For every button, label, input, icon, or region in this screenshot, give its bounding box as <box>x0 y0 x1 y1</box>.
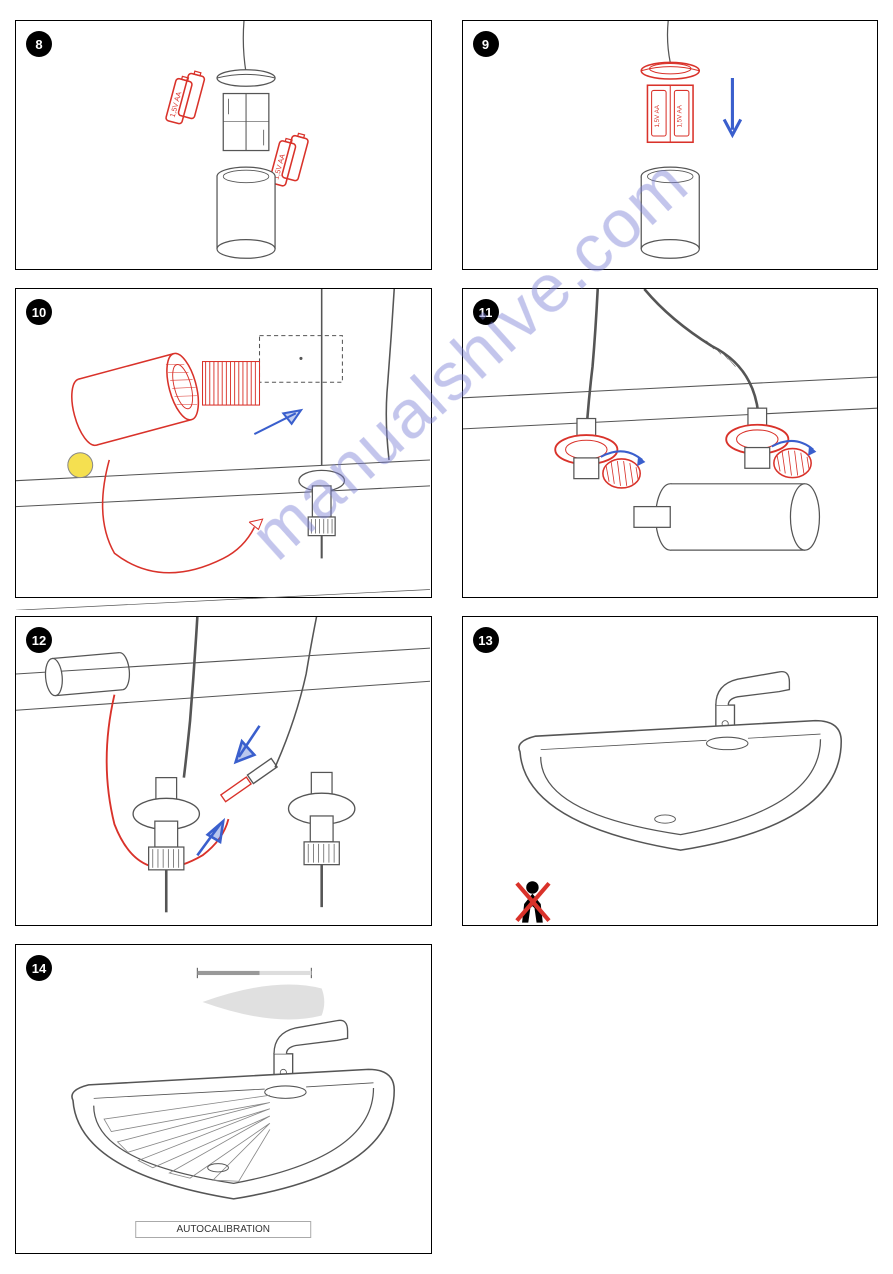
no-person-icon <box>516 881 548 922</box>
diagram-battery-insert: 1,5V AA 1,5V AA <box>16 21 431 280</box>
panel-step-12: 12 <box>15 616 432 926</box>
diagram-sink-no-person <box>463 617 877 938</box>
panel-step-10: 10 <box>15 288 432 598</box>
svg-text:1,5V AA: 1,5V AA <box>653 104 660 127</box>
panel-step-8: 8 1,5V AA 1,5 <box>15 20 432 270</box>
calibration-label: AUTOCALIBRATION <box>135 1221 311 1238</box>
diagram-mount-battery-box <box>16 289 430 610</box>
panels-grid: 8 1,5V AA 1,5 <box>15 20 878 1254</box>
panel-step-9: 9 1,5V AA 1,5V AA <box>462 20 879 270</box>
panel-step-13: 13 <box>462 616 879 926</box>
diagram-connect-sensor-cable <box>16 617 430 938</box>
svg-text:1,5V AA: 1,5V AA <box>676 104 683 127</box>
diagram-sensor-range <box>16 945 430 1266</box>
diagram-battery-close: 1,5V AA 1,5V AA <box>463 21 878 280</box>
panel-step-14: 14 <box>15 944 432 1254</box>
diagram-connect-valves <box>463 289 877 610</box>
panel-step-11: 11 <box>462 288 879 598</box>
